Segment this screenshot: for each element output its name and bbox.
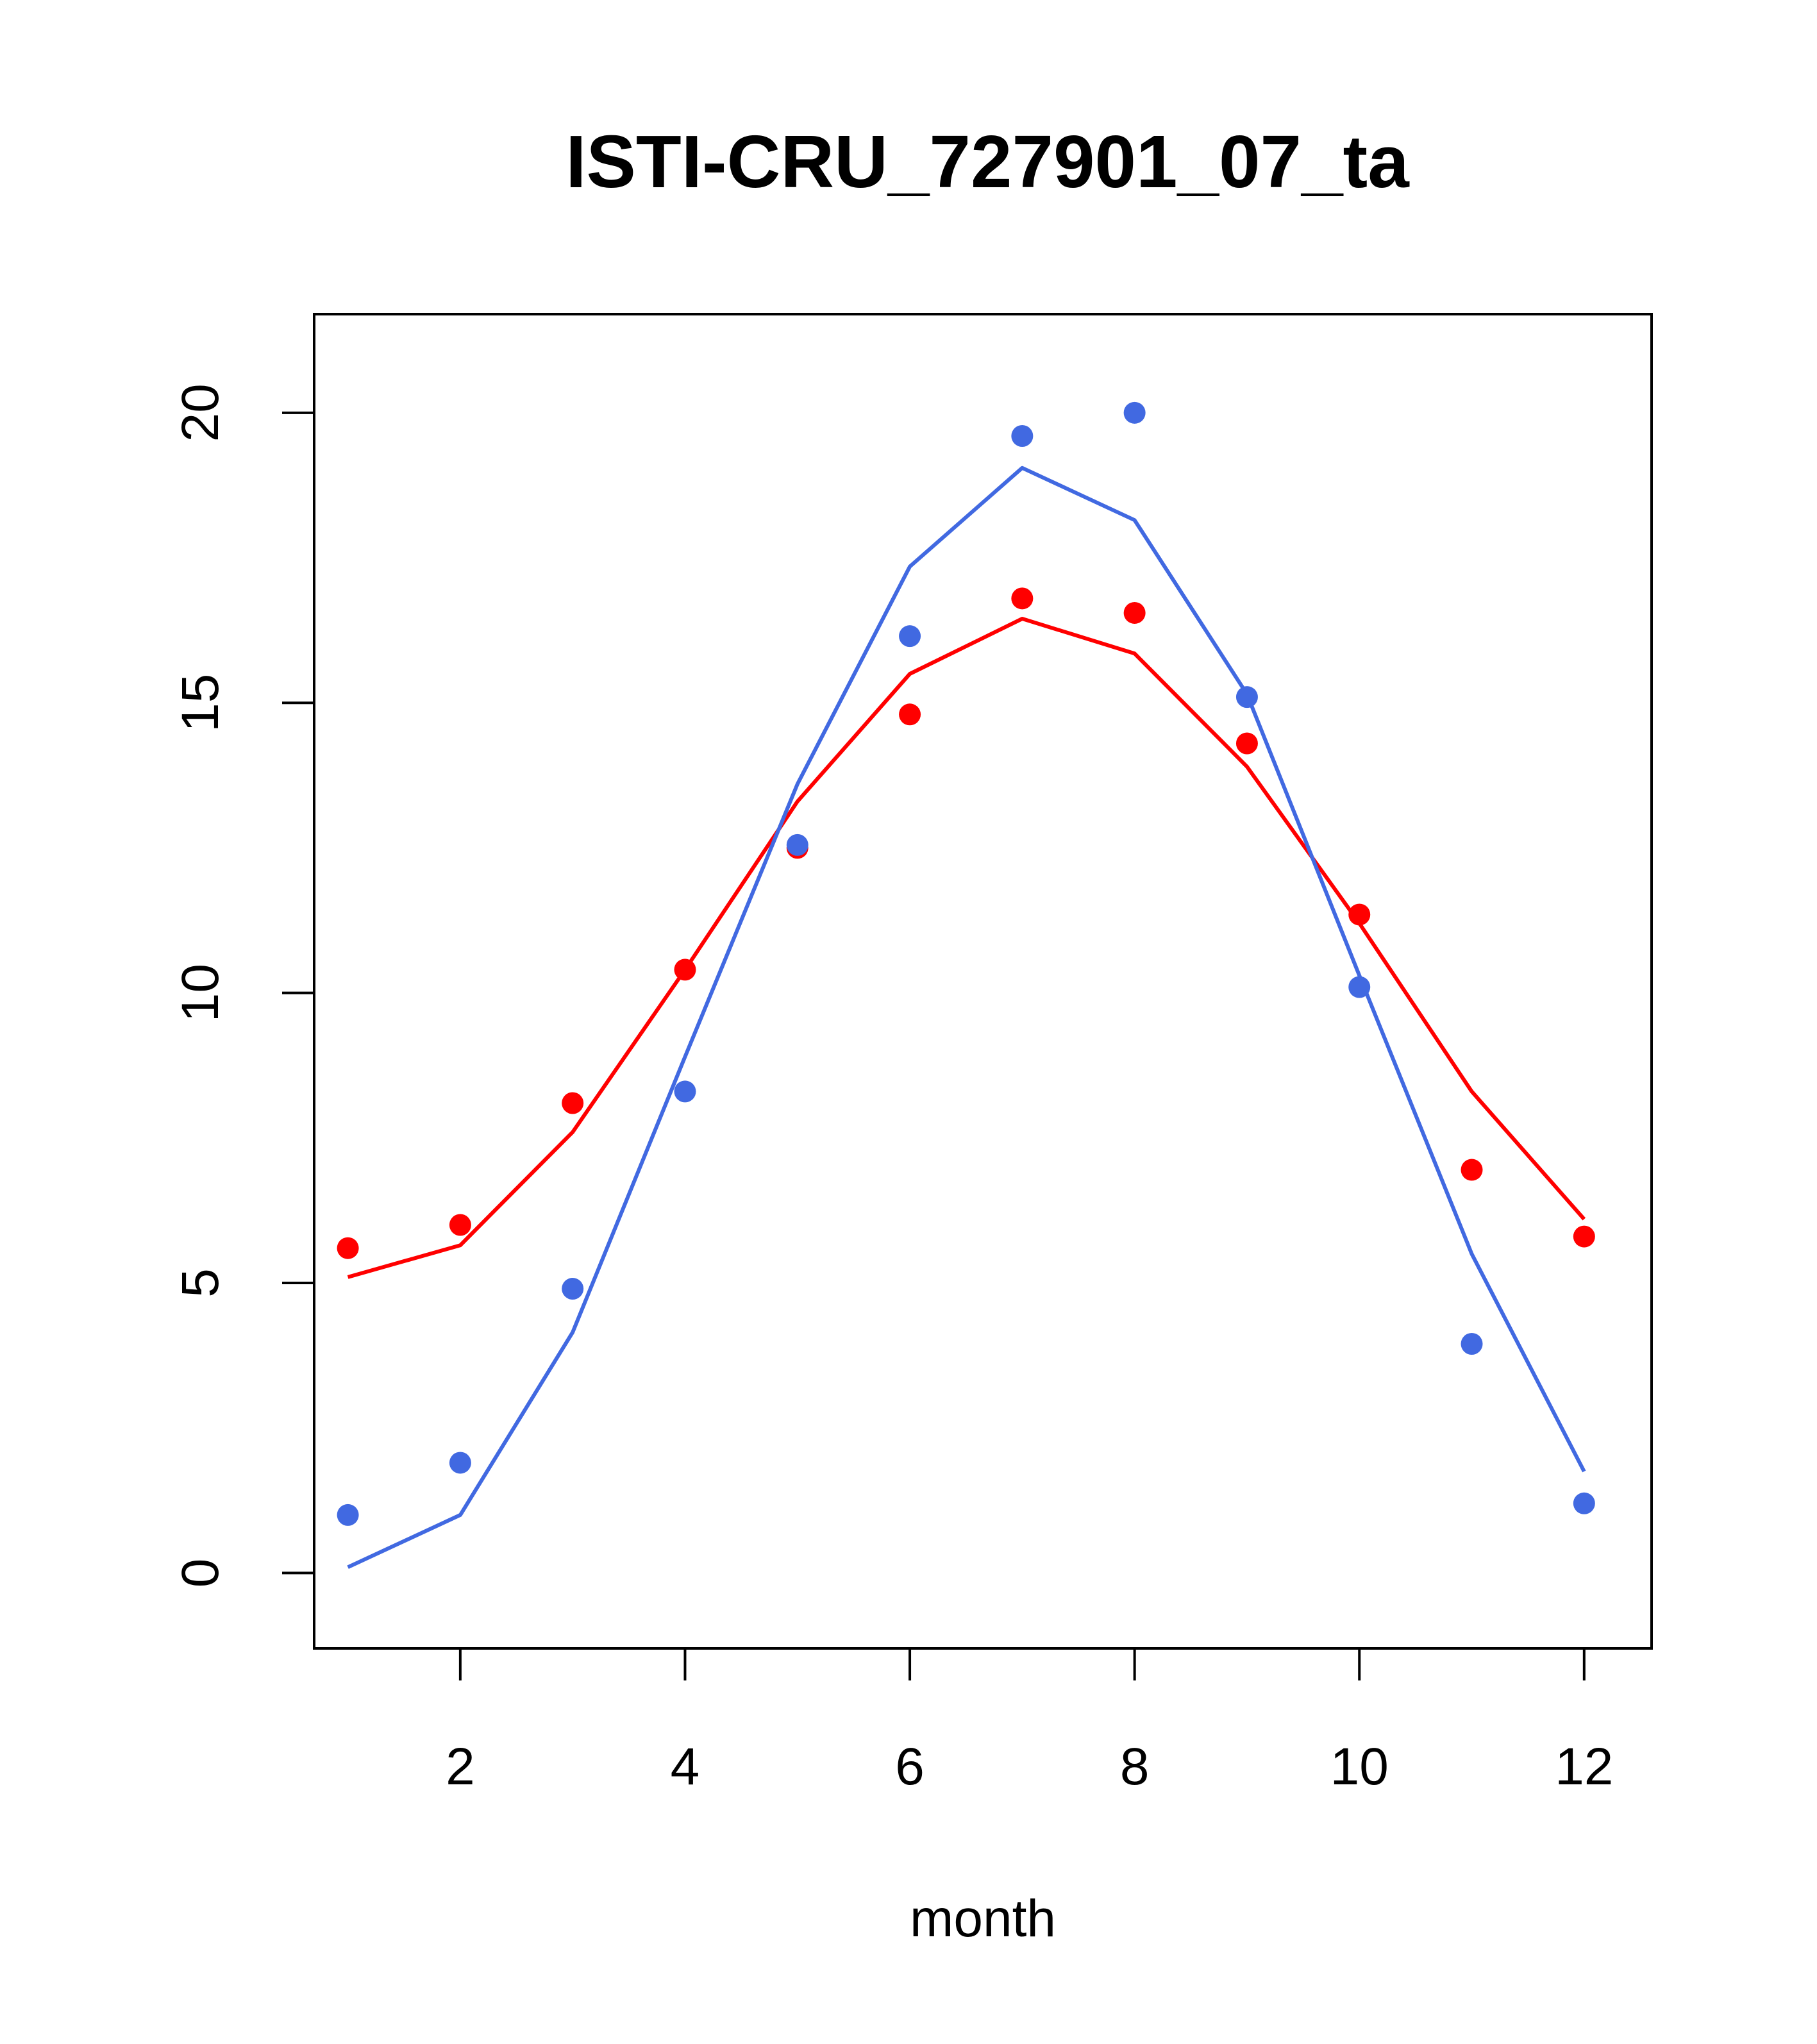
series-1-point bbox=[337, 1237, 359, 1259]
y-tick-label: 0 bbox=[171, 1559, 230, 1588]
series-1-point bbox=[1235, 732, 1258, 755]
series-1-point bbox=[1461, 1159, 1483, 1181]
x-tick-label: 8 bbox=[1120, 1738, 1150, 1796]
series-2-point bbox=[337, 1504, 359, 1526]
y-tick-label: 10 bbox=[171, 964, 230, 1022]
x-tick-label: 10 bbox=[1330, 1738, 1389, 1796]
series-2-line bbox=[347, 465, 1586, 1570]
series-1-point bbox=[562, 1092, 584, 1114]
series-1-point bbox=[449, 1214, 471, 1236]
series-1-point bbox=[1348, 903, 1371, 926]
series-lines bbox=[347, 465, 1586, 1570]
series-2-point bbox=[1573, 1492, 1595, 1514]
series-2-point bbox=[899, 625, 921, 648]
x-tick-label: 12 bbox=[1555, 1738, 1613, 1796]
series-2-point bbox=[786, 834, 808, 856]
y-tick-label: 5 bbox=[171, 1268, 230, 1298]
x-tick-label: 4 bbox=[671, 1738, 700, 1796]
series-1-point bbox=[674, 959, 696, 981]
y-tick-label: 15 bbox=[171, 674, 230, 732]
series-2-point bbox=[674, 1080, 696, 1103]
y-axis: 0 5 10 15 20 bbox=[171, 383, 315, 1588]
chart-title: ISTI-CRU_727901_07_ta bbox=[565, 120, 1410, 203]
series-1-point bbox=[899, 703, 921, 726]
series-2-point bbox=[1235, 686, 1258, 708]
series-2-point bbox=[562, 1278, 584, 1300]
series-1-point bbox=[1123, 601, 1146, 624]
x-axis: 2 4 6 8 10 12 bbox=[446, 1647, 1613, 1796]
series-1-point bbox=[1573, 1225, 1595, 1248]
series-2-point bbox=[1461, 1332, 1483, 1355]
series-2-point bbox=[449, 1452, 471, 1474]
y-tick-label: 20 bbox=[171, 383, 230, 442]
x-axis-title: month bbox=[910, 1889, 1056, 1948]
series-points bbox=[337, 401, 1595, 1526]
series-2-point bbox=[1348, 976, 1371, 998]
x-tick-label: 6 bbox=[895, 1738, 925, 1796]
series-2-point bbox=[1123, 401, 1146, 424]
x-tick-label: 2 bbox=[446, 1738, 475, 1796]
series-2-point bbox=[1011, 425, 1034, 448]
series-1-line bbox=[347, 617, 1586, 1279]
plot-area bbox=[313, 313, 1653, 1650]
series-1-point bbox=[1011, 587, 1034, 610]
plot-frame bbox=[313, 313, 1653, 1650]
